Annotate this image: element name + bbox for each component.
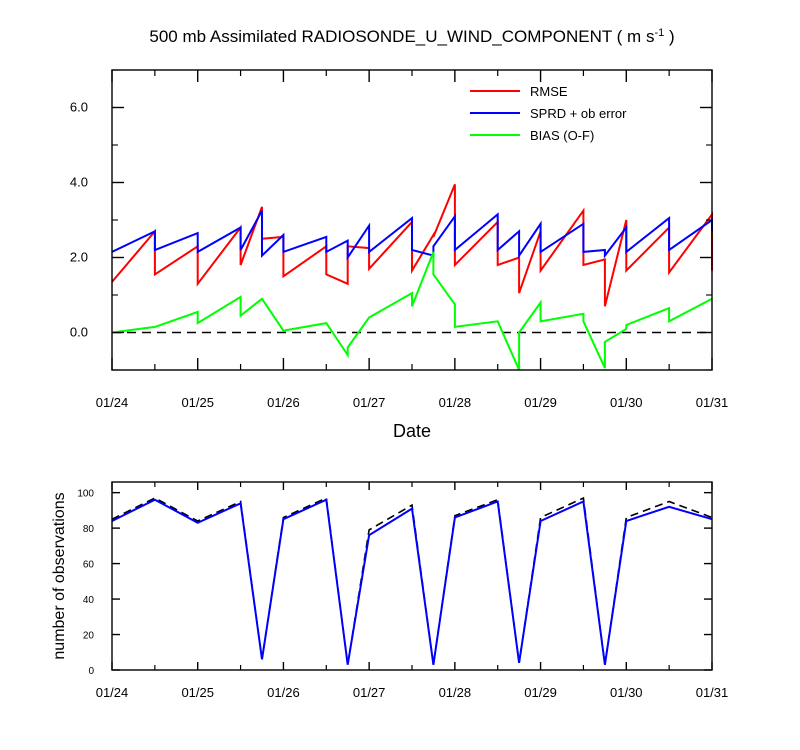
x-tick-label: 01/26 — [267, 685, 300, 700]
x-tick-label: 01/27 — [353, 395, 386, 410]
y-tick-label: 0.0 — [70, 325, 88, 340]
x-tick-label: 01/29 — [524, 395, 557, 410]
series-line-solid-1 — [111, 498, 713, 665]
x-tick-label: 01/24 — [96, 685, 129, 700]
top-plot-frame — [111, 69, 713, 371]
x-tick-label: 01/31 — [696, 685, 729, 700]
series-line-rmse — [111, 184, 713, 307]
y-tick-label: 2.0 — [70, 250, 88, 265]
series-line-bias-o-f — [111, 251, 713, 371]
legend-label-bias: BIAS (O-F) — [530, 128, 594, 143]
bottom-panel: 01/24 01/25 01/26 01/27 01/28 01/29 01/30 01/31… — [51, 481, 728, 700]
x-tick-label: 01/27 — [353, 685, 386, 700]
top-ticks: 01/24 01/25 01/26 01/27 01/28 01/29 01/30 01/31… — [70, 69, 729, 410]
x-tick-label: 01/28 — [439, 685, 472, 700]
x-tick-label: 01/25 — [181, 685, 214, 700]
legend-label-sprd: SPRD + ob error — [530, 106, 627, 121]
y-tick-label: 0 — [88, 666, 94, 677]
y-tick-label: 4.0 — [70, 175, 88, 190]
top-series-group — [111, 184, 713, 371]
y-tick-label: 60 — [83, 560, 95, 571]
y-tick-label: 40 — [83, 595, 95, 606]
y-tick-label: 6.0 — [70, 100, 88, 115]
top-panel: 01/24 01/25 01/26 01/27 01/28 01/29 01/30 01/31… — [70, 69, 729, 441]
legend: RMSE SPRD + ob error BIAS (O-F) — [470, 84, 627, 143]
x-tick-label: 01/29 — [524, 685, 557, 700]
series-line-dashed-0 — [111, 496, 713, 665]
x-tick-label: 01/30 — [610, 685, 643, 700]
bottom-plot-frame — [111, 481, 713, 671]
x-tick-label: 01/31 — [696, 395, 729, 410]
y-tick-label: 20 — [83, 631, 95, 642]
x-tick-label: 01/28 — [439, 395, 472, 410]
bottom-series-group — [111, 496, 713, 665]
x-tick-label: 01/25 — [181, 395, 214, 410]
legend-label-rmse: RMSE — [530, 84, 568, 99]
x-tick-label: 01/30 — [610, 395, 643, 410]
chart-title: 500 mb Assimilated RADIOSONDE_U_WIND_COM… — [149, 27, 674, 46]
x-tick-label: 01/26 — [267, 395, 300, 410]
y-tick-label: 100 — [77, 489, 94, 500]
bottom-y-axis-title: number of observations — [51, 492, 68, 659]
bottom-ticks: 01/24 01/25 01/26 01/27 01/28 01/29 01/30 01/31… — [77, 482, 728, 700]
series-line-sprd-ob-error — [111, 210, 713, 261]
x-tick-label: 01/24 — [96, 395, 129, 410]
top-x-axis-title: Date — [393, 421, 431, 441]
y-tick-label: 80 — [83, 524, 95, 535]
